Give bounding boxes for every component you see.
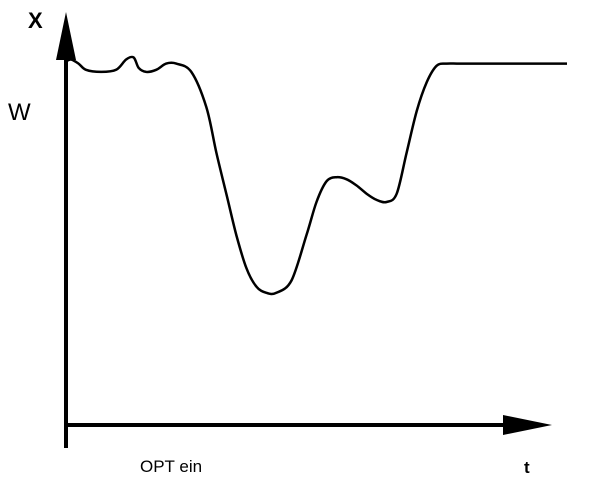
y-axis-arrowhead: [56, 12, 76, 60]
setpoint-label: W: [8, 99, 31, 126]
y-axis-label: X: [28, 8, 43, 33]
annotation-label: OPT ein: [140, 457, 203, 476]
x-axis-label: t: [524, 458, 530, 477]
x-axis-arrowhead: [503, 415, 552, 435]
series-layer: [65, 55, 567, 296]
series-line-0: [65, 55, 567, 296]
